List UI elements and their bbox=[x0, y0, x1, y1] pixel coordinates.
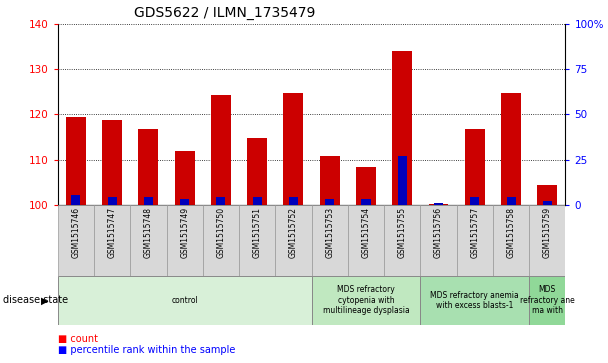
Bar bbox=[398, 156, 407, 205]
FancyBboxPatch shape bbox=[420, 276, 529, 325]
Bar bbox=[289, 197, 298, 205]
FancyBboxPatch shape bbox=[94, 205, 130, 276]
Bar bbox=[543, 201, 552, 205]
Text: GSM1515753: GSM1515753 bbox=[325, 207, 334, 258]
Text: MDS refractory anemia
with excess blasts-1: MDS refractory anemia with excess blasts… bbox=[430, 291, 519, 310]
FancyBboxPatch shape bbox=[130, 205, 167, 276]
Bar bbox=[537, 185, 558, 205]
Bar bbox=[470, 197, 479, 205]
Text: disease state: disease state bbox=[3, 295, 68, 305]
FancyBboxPatch shape bbox=[275, 205, 311, 276]
Text: GSM1515756: GSM1515756 bbox=[434, 207, 443, 258]
Text: GSM1515752: GSM1515752 bbox=[289, 207, 298, 258]
Bar bbox=[108, 197, 117, 205]
FancyBboxPatch shape bbox=[457, 205, 493, 276]
FancyBboxPatch shape bbox=[493, 205, 529, 276]
Text: GSM1515754: GSM1515754 bbox=[362, 207, 370, 258]
Text: GSM1515758: GSM1515758 bbox=[506, 207, 516, 258]
FancyBboxPatch shape bbox=[58, 276, 311, 325]
Bar bbox=[174, 151, 195, 205]
FancyBboxPatch shape bbox=[529, 205, 565, 276]
FancyBboxPatch shape bbox=[167, 205, 203, 276]
Bar bbox=[356, 167, 376, 205]
Bar bbox=[465, 129, 485, 205]
Bar bbox=[144, 197, 153, 205]
Text: GSM1515750: GSM1515750 bbox=[216, 207, 226, 258]
Text: ▶: ▶ bbox=[41, 295, 49, 305]
FancyBboxPatch shape bbox=[311, 276, 420, 325]
Text: GSM1515746: GSM1515746 bbox=[71, 207, 80, 258]
Text: GSM1515748: GSM1515748 bbox=[144, 207, 153, 258]
Bar bbox=[392, 51, 412, 205]
Text: MDS
refractory ane
ma with: MDS refractory ane ma with bbox=[520, 285, 575, 315]
Text: GSM1515747: GSM1515747 bbox=[108, 207, 117, 258]
Bar bbox=[429, 204, 449, 205]
FancyBboxPatch shape bbox=[529, 276, 565, 325]
FancyBboxPatch shape bbox=[311, 205, 348, 276]
FancyBboxPatch shape bbox=[58, 205, 94, 276]
Text: GDS5622 / ILMN_1735479: GDS5622 / ILMN_1735479 bbox=[134, 6, 316, 20]
FancyBboxPatch shape bbox=[239, 205, 275, 276]
Bar bbox=[216, 197, 226, 205]
Bar bbox=[71, 195, 80, 205]
Bar bbox=[139, 129, 159, 205]
Bar bbox=[253, 197, 261, 205]
Bar bbox=[247, 138, 267, 205]
Text: GSM1515751: GSM1515751 bbox=[253, 207, 261, 258]
Bar bbox=[434, 203, 443, 205]
Bar bbox=[506, 197, 516, 205]
Text: GSM1515755: GSM1515755 bbox=[398, 207, 407, 258]
Bar bbox=[501, 93, 521, 205]
Text: control: control bbox=[171, 296, 198, 305]
Text: ■ count: ■ count bbox=[58, 334, 98, 344]
FancyBboxPatch shape bbox=[420, 205, 457, 276]
Text: GSM1515759: GSM1515759 bbox=[543, 207, 552, 258]
Text: GSM1515749: GSM1515749 bbox=[180, 207, 189, 258]
Text: GSM1515757: GSM1515757 bbox=[470, 207, 479, 258]
FancyBboxPatch shape bbox=[203, 205, 239, 276]
Bar bbox=[66, 117, 86, 205]
Bar bbox=[180, 199, 189, 205]
Bar bbox=[362, 199, 370, 205]
Text: ■ percentile rank within the sample: ■ percentile rank within the sample bbox=[58, 345, 235, 355]
Bar bbox=[283, 93, 303, 205]
FancyBboxPatch shape bbox=[348, 205, 384, 276]
Bar bbox=[320, 156, 340, 205]
Bar bbox=[102, 120, 122, 205]
Bar bbox=[325, 199, 334, 205]
FancyBboxPatch shape bbox=[384, 205, 420, 276]
Text: MDS refractory
cytopenia with
multilineage dysplasia: MDS refractory cytopenia with multilinea… bbox=[323, 285, 409, 315]
Bar bbox=[211, 95, 231, 205]
